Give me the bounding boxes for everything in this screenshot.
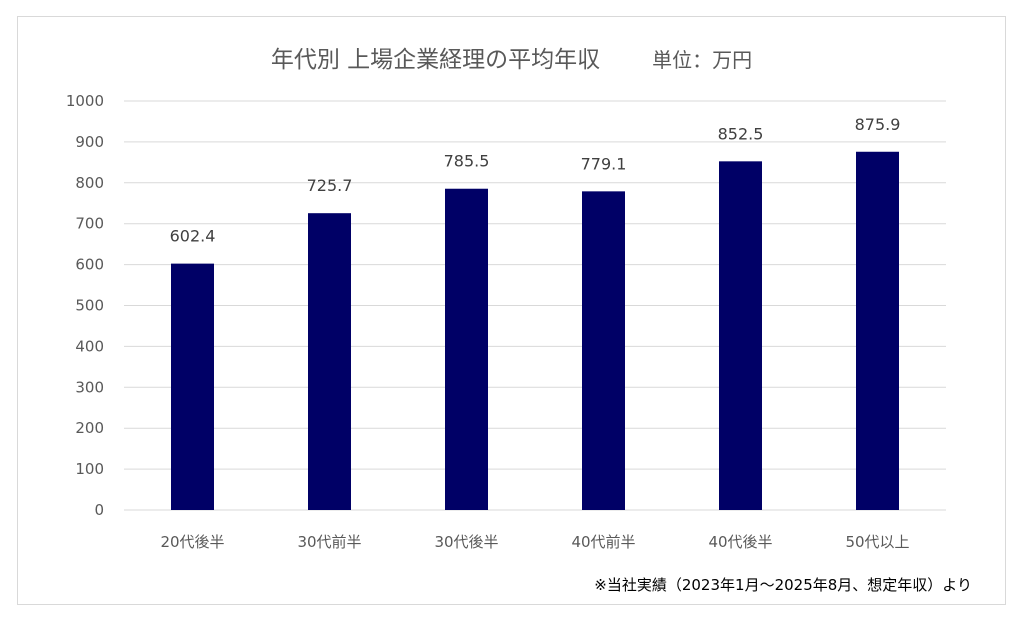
data-label: 602.4 [170,227,216,246]
y-tick-label: 0 [94,501,104,519]
x-category-label: 40代後半 [708,533,772,551]
bar [719,161,762,510]
y-tick-label: 500 [75,297,104,315]
y-tick-label: 700 [75,215,104,233]
bar [856,151,899,510]
y-tick-label: 400 [75,337,104,355]
y-tick-label: 800 [75,174,104,192]
chart-header: 年代別 上場企業経理の平均年収 単位：万円 [17,40,1006,74]
data-label: 785.5 [444,152,490,171]
data-label: 852.5 [718,124,764,143]
bar [445,188,488,510]
x-category-label: 50代以上 [845,533,909,551]
y-tick-label: 600 [75,256,104,274]
bar [171,263,214,510]
chart-footnote: ※当社実績（2023年1月～2025年8月、想定年収）より [594,576,972,594]
x-category-label: 30代後半 [434,533,498,551]
y-tick-label: 100 [75,460,104,478]
data-label: 875.9 [855,115,901,134]
y-tick-label: 200 [75,419,104,437]
bar [582,191,625,511]
x-category-label: 30代前半 [297,533,361,551]
chart-title: 年代別 上場企業経理の平均年収 [270,47,601,73]
y-tick-label: 900 [75,133,104,151]
data-label: 725.7 [307,176,353,195]
y-tick-label: 1000 [66,92,104,110]
x-category-label: 40代前半 [571,533,635,551]
data-label: 779.1 [581,154,627,173]
y-tick-label: 300 [75,378,104,396]
x-category-label: 20代後半 [160,533,224,551]
chart-unit: 単位：万円 [652,48,753,72]
bar [308,213,351,510]
